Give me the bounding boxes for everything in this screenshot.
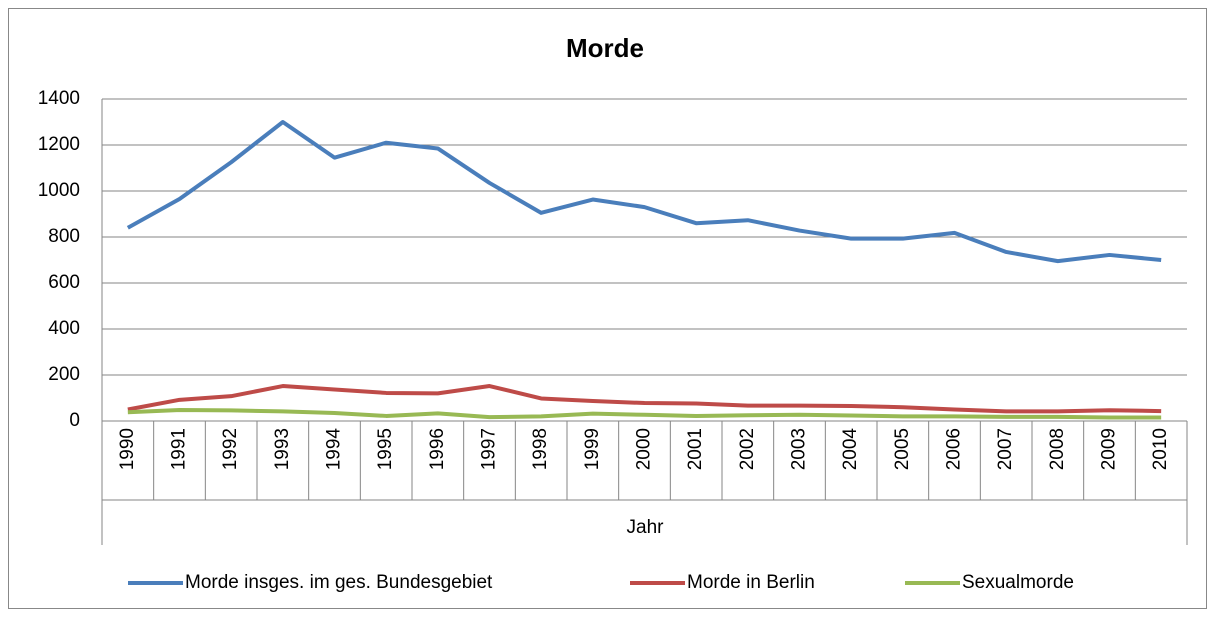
y-tick-label: 600 bbox=[48, 272, 80, 293]
x-tick-label: 1994 bbox=[324, 428, 345, 471]
data-line bbox=[127, 407, 1162, 420]
x-tick-label: 2007 bbox=[995, 428, 1016, 470]
x-tick-label: 1992 bbox=[220, 428, 241, 470]
y-tick-label: 1000 bbox=[38, 180, 80, 201]
y-tick-label: 400 bbox=[48, 318, 80, 339]
x-tick-label: 2006 bbox=[944, 428, 965, 470]
x-tick-label: 2009 bbox=[1099, 428, 1120, 470]
x-tick-label: 2004 bbox=[840, 428, 861, 471]
chart-title: Morde bbox=[566, 33, 644, 63]
y-tick-label: 1400 bbox=[38, 88, 80, 109]
x-tick-label: 1999 bbox=[582, 428, 603, 470]
x-tick-label: 2001 bbox=[685, 428, 706, 470]
data-line bbox=[126, 120, 1162, 264]
x-tick-label: 2005 bbox=[892, 428, 913, 470]
x-tick-label: 1990 bbox=[117, 428, 138, 470]
legend-label: Sexualmorde bbox=[962, 572, 1074, 593]
x-tick-label: 1995 bbox=[375, 428, 396, 470]
y-tick-label: 800 bbox=[48, 226, 80, 247]
legend-label: Morde in Berlin bbox=[687, 572, 815, 593]
data-line bbox=[127, 384, 1162, 414]
x-tick-label: 2000 bbox=[634, 428, 655, 470]
x-tick-label: 1997 bbox=[479, 428, 500, 470]
x-tick-label: 2008 bbox=[1047, 428, 1068, 470]
x-tick-label: 2010 bbox=[1150, 428, 1171, 470]
x-axis-label: Jahr bbox=[627, 517, 665, 538]
y-tick-label: 200 bbox=[48, 364, 80, 385]
x-tick-label: 2003 bbox=[789, 428, 810, 470]
x-tick-label: 1996 bbox=[427, 428, 448, 470]
x-tick-label: 1998 bbox=[530, 428, 551, 470]
legend-label: Morde insges. im ges. Bundesgebiet bbox=[185, 572, 493, 593]
chart-frame bbox=[8, 8, 1207, 609]
y-tick-label: 0 bbox=[69, 410, 80, 431]
x-tick-label: 1993 bbox=[272, 428, 293, 470]
x-tick-label: 2002 bbox=[737, 428, 758, 470]
y-tick-label: 1200 bbox=[38, 134, 80, 155]
x-tick-label: 1991 bbox=[169, 428, 190, 470]
